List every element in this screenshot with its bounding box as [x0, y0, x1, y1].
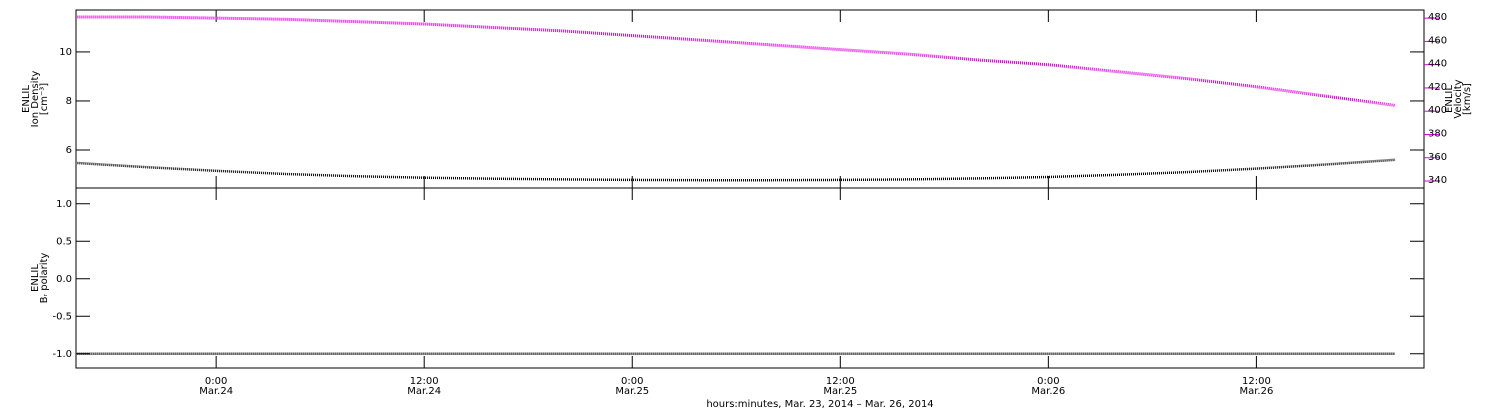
y-axis-label: ENLIL [21, 85, 32, 113]
x-tick-label: Mar.26 [1031, 386, 1065, 397]
y-axis-label: Velocity [1453, 79, 1464, 118]
x-tick-label: 0:00 [205, 376, 227, 387]
plot-frame [75, 187, 1425, 369]
x-tick-label: Mar.26 [1239, 386, 1273, 397]
y-axis-label: Ion Density [30, 71, 41, 128]
y-axis-label: ENLIL [1444, 85, 1455, 113]
y-tick-label: -0.5 [52, 311, 72, 322]
data-line [77, 158, 1396, 182]
y-tick-label: 10 [59, 47, 72, 58]
x-tick-label: Mar.24 [199, 386, 233, 397]
y2-tick-label: 440 [1428, 59, 1447, 70]
y-tick-label: 1.0 [56, 199, 72, 210]
y-tick-label: 8 [66, 96, 72, 107]
y2-tick-label: 380 [1428, 128, 1447, 139]
x-tick-label: Mar.25 [823, 386, 857, 397]
y-axis-label: ENLIL [30, 264, 41, 292]
x-axis-label: hours:minutes, Mar. 23, 2014 – Mar. 26, … [706, 399, 933, 410]
y2-tick-label: 420 [1428, 82, 1447, 93]
x-tick-label: 0:00 [621, 376, 643, 387]
y-tick-label: 0.5 [56, 236, 72, 247]
plot-frame [75, 9, 1425, 189]
y-axis-label: Bᵣ polarity [39, 253, 50, 304]
y2-tick-label: 480 [1428, 12, 1447, 23]
x-tick-label: Mar.25 [615, 386, 649, 397]
y-tick-label: 0.0 [56, 274, 72, 285]
y2-tick-label: 460 [1428, 35, 1447, 46]
y-tick-label: 6 [66, 145, 72, 156]
data-line [77, 15, 1396, 107]
x-tick-label: Mar.24 [407, 386, 441, 397]
x-tick-label: 0:00 [1037, 376, 1059, 387]
y2-tick-label: 340 [1428, 175, 1447, 186]
x-tick-label: 12:00 [826, 376, 855, 387]
y2-tick-label: 360 [1428, 152, 1447, 163]
y-axis-label: [km/s] [1462, 83, 1473, 115]
x-tick-label: 12:00 [410, 376, 439, 387]
y2-tick-label: 400 [1428, 105, 1447, 116]
y-tick-label: -1.0 [52, 349, 72, 360]
x-tick-label: 12:00 [1242, 376, 1271, 387]
y-axis-label: [cm⁻³] [39, 83, 50, 115]
